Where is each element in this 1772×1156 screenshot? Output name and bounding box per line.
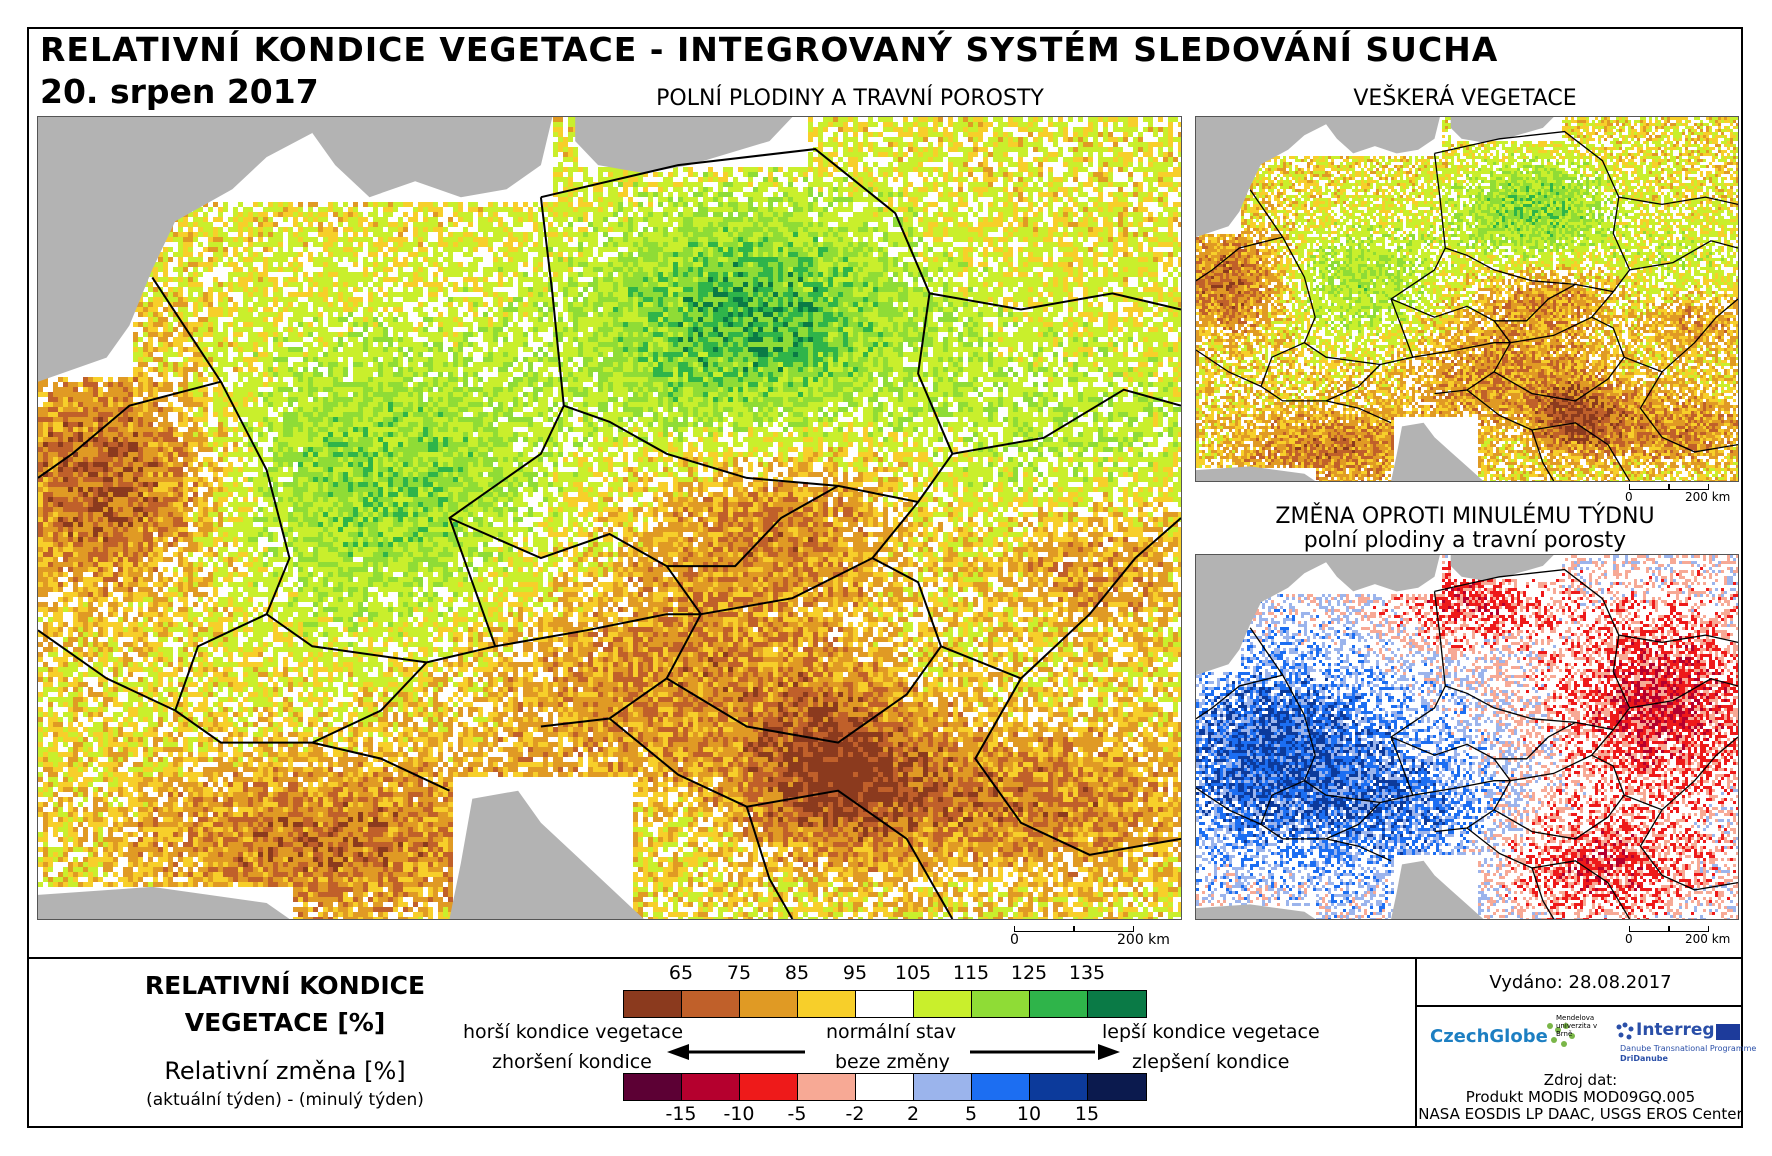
color-swatch-1 — [682, 991, 740, 1017]
main-map-label: POLNÍ PLODINY A TRAVNÍ POROSTY — [640, 86, 1060, 111]
main-map-scale-bar: 0 200 km — [1007, 926, 1170, 950]
tick-label: 5 — [941, 1103, 1001, 1125]
no-change-label: beze změny — [835, 1051, 950, 1073]
sea-area — [38, 117, 793, 919]
change-color-bar — [623, 1073, 1147, 1101]
color-swatch-4 — [856, 991, 914, 1017]
partner-logos: CzechGlobe Mendelova univerzita v Brně I… — [1424, 1012, 1756, 1070]
tick-label: 95 — [825, 962, 885, 984]
color-swatch-3 — [798, 1074, 856, 1100]
interreg-icon — [1616, 1022, 1634, 1040]
mendelu-logo: Mendelova univerzita v Brně — [1556, 1014, 1608, 1038]
tick-label: 10 — [999, 1103, 1059, 1125]
tick-label: 115 — [941, 962, 1001, 984]
raster-layer — [1196, 117, 1738, 481]
info-separator — [1415, 957, 1417, 1128]
color-swatch-7 — [1030, 1074, 1088, 1100]
country-borders — [1196, 568, 1738, 919]
page-title: RELATIVNÍ KONDICE VEGETACE - INTEGROVANÝ… — [40, 30, 1498, 69]
change-map-scale-bar: 0 200 km — [1625, 926, 1745, 946]
weekly-change-map — [1195, 554, 1739, 920]
tick-label: 15 — [1057, 1103, 1117, 1125]
color-swatch-0 — [624, 1074, 682, 1100]
main-condition-map — [37, 116, 1182, 920]
issued-date: Vydáno: 28.08.2017 — [1418, 972, 1743, 993]
tick-label: 65 — [651, 962, 711, 984]
all-vegetation-map — [1195, 116, 1739, 482]
color-swatch-3 — [798, 991, 856, 1017]
sea-area — [1196, 555, 1554, 919]
better-condition-label: lepší kondice vegetace — [1102, 1021, 1320, 1043]
color-swatch-5 — [914, 1074, 972, 1100]
interreg-logo: Interreg — [1636, 1020, 1715, 1040]
color-swatch-5 — [914, 991, 972, 1017]
improvement-label: zlepšení kondice — [1132, 1051, 1289, 1073]
programme-logo-text: Danube Transnational Programme — [1620, 1044, 1756, 1053]
all-vegetation-scale-bar: 0 200 km — [1625, 484, 1745, 504]
tick-label: -15 — [651, 1103, 711, 1125]
czechglobe-logo: CzechGlobe — [1430, 1026, 1548, 1047]
color-swatch-8 — [1088, 1074, 1146, 1100]
color-swatch-2 — [740, 1074, 798, 1100]
condition-color-bar — [623, 990, 1147, 1018]
color-swatch-2 — [740, 991, 798, 1017]
color-swatch-1 — [682, 1074, 740, 1100]
sea-area — [1196, 117, 1554, 481]
change-legend-title: Relativní změna [%] — [100, 1057, 470, 1085]
change-map-label: ZMĚNA OPROTI MINULÉMU TÝDNU — [1195, 504, 1735, 529]
tick-label: 75 — [709, 962, 769, 984]
color-swatch-6 — [972, 991, 1030, 1017]
eu-flag-icon — [1716, 1024, 1740, 1040]
raster-layer — [1196, 555, 1738, 919]
color-swatch-8 — [1088, 991, 1146, 1017]
tick-label: 135 — [1057, 962, 1117, 984]
tick-label: 85 — [767, 962, 827, 984]
mendelu-icon — [1547, 1023, 1575, 1047]
change-legend-note: (aktuální týden) - (minulý týden) — [100, 1090, 470, 1110]
country-borders — [1196, 130, 1738, 481]
legend-separator — [27, 957, 1743, 959]
tick-label: -5 — [767, 1103, 827, 1125]
change-map-sublabel: polní plodiny a travní porosty — [1195, 528, 1735, 553]
data-source: Zdroj dat: Produkt MODIS MOD09GQ.005 NAS… — [1418, 1072, 1743, 1123]
worsening-label: zhoršení kondice — [492, 1051, 652, 1073]
legend-title: RELATIVNÍ KONDICE VEGETACE [%] — [100, 967, 470, 1041]
tick-label: -2 — [825, 1103, 885, 1125]
normal-state-label: normální stav — [826, 1021, 956, 1043]
tick-label: 105 — [883, 962, 943, 984]
color-swatch-7 — [1030, 991, 1088, 1017]
color-swatch-6 — [972, 1074, 1030, 1100]
issued-separator — [1415, 1005, 1743, 1007]
all-vegetation-map-label: VEŠKERÁ VEGETACE — [1195, 86, 1735, 111]
direction-arrows — [667, 1044, 1120, 1060]
dridanube-logo-text: DriDanube — [1620, 1054, 1668, 1063]
tick-label: -10 — [709, 1103, 769, 1125]
poster-frame — [27, 27, 1743, 1128]
raster-layer — [38, 117, 1181, 919]
tick-label: 125 — [999, 962, 1059, 984]
worse-condition-label: horší kondice vegetace — [463, 1021, 683, 1043]
color-swatch-0 — [624, 991, 682, 1017]
tick-label: 2 — [883, 1103, 943, 1125]
report-date: 20. srpen 2017 — [40, 72, 319, 111]
color-swatch-4 — [856, 1074, 914, 1100]
country-borders — [38, 148, 1181, 919]
